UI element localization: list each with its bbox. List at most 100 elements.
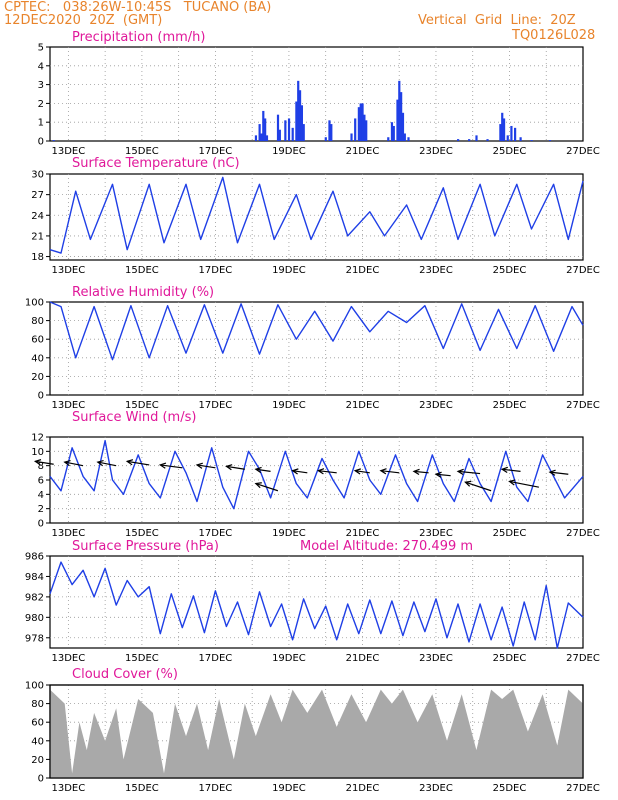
temp-xtick-label: 25DEC [493,265,527,276]
wind-vector [457,470,481,475]
precip-bar [475,135,478,141]
pres-subtitle: Model Altitude: 270.499 m [300,539,473,554]
precip-bar [260,133,263,141]
wind-vector-head [508,479,516,486]
temp-ytick-label: 21 [31,231,44,242]
wind-vector [509,480,540,488]
wind-vector [64,461,84,467]
precip-xtick-label: 13DEC [52,146,86,157]
temp-xtick-label: 13DEC [52,265,86,276]
precip-bar [278,129,281,141]
wind-vector [255,468,271,472]
wind-xtick-label: 25DEC [493,528,527,539]
cloud-ytick-label: 0 [38,774,44,785]
precip-bar [52,140,55,141]
rh-ytick-label: 20 [31,372,44,383]
pres-series-line [49,561,584,649]
precip-bar [258,124,261,141]
wind-vector-head [195,462,203,469]
wind-ytick-label: 2 [38,504,44,515]
rh-title: Relative Humidity (%) [72,285,214,300]
precip-xtick-label: 15DEC [125,146,159,157]
wind-vector [127,460,150,466]
precip-bar [396,99,399,141]
wind-series-line [49,439,584,510]
precip-xtick-label: 27DEC [566,146,600,157]
wind-ytick-label: 4 [38,490,44,501]
pres-ytick-label: 986 [25,552,44,563]
rh-xtick-label: 17DEC [199,400,233,411]
temp-xtick-label: 27DEC [566,265,600,276]
cloud-xtick-label: 23DEC [419,783,453,794]
precip-bar [365,120,368,141]
pres-xtick-label: 17DEC [199,653,233,664]
precip-bar [502,118,506,141]
precip-bar [330,124,333,141]
temp-ytick-label: 27 [31,190,44,201]
wind-vector-head [379,468,387,475]
precip-bar [328,120,331,141]
wind-vector-head [412,468,420,476]
precip-bar [401,112,405,141]
cloud-title: Cloud Cover (%) [72,667,178,682]
precip-bar [499,124,502,141]
precip-bar [297,80,300,141]
precip-bar [387,137,390,141]
cloud-ytick-label: 60 [31,718,44,729]
precip-ytick-label: 1 [38,118,44,129]
wind-vector-head [434,471,442,478]
precip-bar [530,140,533,141]
pres-ytick-label: 980 [25,613,44,624]
precip-bar [300,105,303,141]
wind-vector-head [254,482,262,489]
pres-ytick-label: 978 [25,633,44,644]
wind-ytick-label: 10 [31,447,44,458]
wind-vector [292,470,308,474]
wind-xtick-label: 23DEC [419,528,453,539]
wind-vector [380,470,400,474]
wind-vector-head [316,468,325,475]
wind-ytick-label: 0 [38,519,44,530]
header-grid-note: Vertical Grid Line: 20Z [418,13,576,28]
cloud-xtick-label: 15DEC [125,783,159,794]
header-datetime: 12DEC2020 20Z (GMT) [4,13,163,28]
wind-vector [502,468,521,472]
rh-xtick-label: 13DEC [52,400,86,411]
wind-vector [318,470,337,474]
wind-vector-head [500,466,508,473]
precip-bar [392,125,395,141]
wind-vector [226,465,245,470]
rh-xtick-label: 19DEC [272,400,306,411]
precip-bar [324,137,327,141]
wind-vector-head [456,468,464,476]
precip-bar [407,137,410,141]
wind-ytick-label: 6 [38,476,44,487]
precip-bar [390,122,394,141]
precip-ytick-label: 5 [38,43,44,54]
wind-vector-head [225,464,233,471]
pres-ytick-label: 982 [25,592,44,603]
cloud-xtick-label: 25DEC [493,783,527,794]
precip-bar [357,107,360,141]
wind-vector [160,464,183,469]
precip-bar [501,112,504,141]
wind-vector-head [158,462,167,469]
wind-vector [355,470,370,474]
pres-xtick-label: 13DEC [52,653,86,664]
wind-xtick-label: 21DEC [346,528,380,539]
cloud-xtick-label: 27DEC [566,783,600,794]
wind-vector [255,483,279,492]
temp-xtick-label: 15DEC [125,265,159,276]
wind-xtick-label: 13DEC [52,528,86,539]
precip-ytick-label: 3 [38,80,44,91]
precip-bar [457,139,460,141]
rh-ytick-label: 40 [31,353,44,364]
wind-xtick-label: 19DEC [272,528,306,539]
cloud-xtick-label: 19DEC [272,783,306,794]
cloud-cover-area [50,689,583,778]
precip-bar [468,139,471,141]
precip-ytick-label: 4 [38,61,44,72]
rh-xtick-label: 21DEC [346,400,380,411]
precip-bar [506,135,509,141]
